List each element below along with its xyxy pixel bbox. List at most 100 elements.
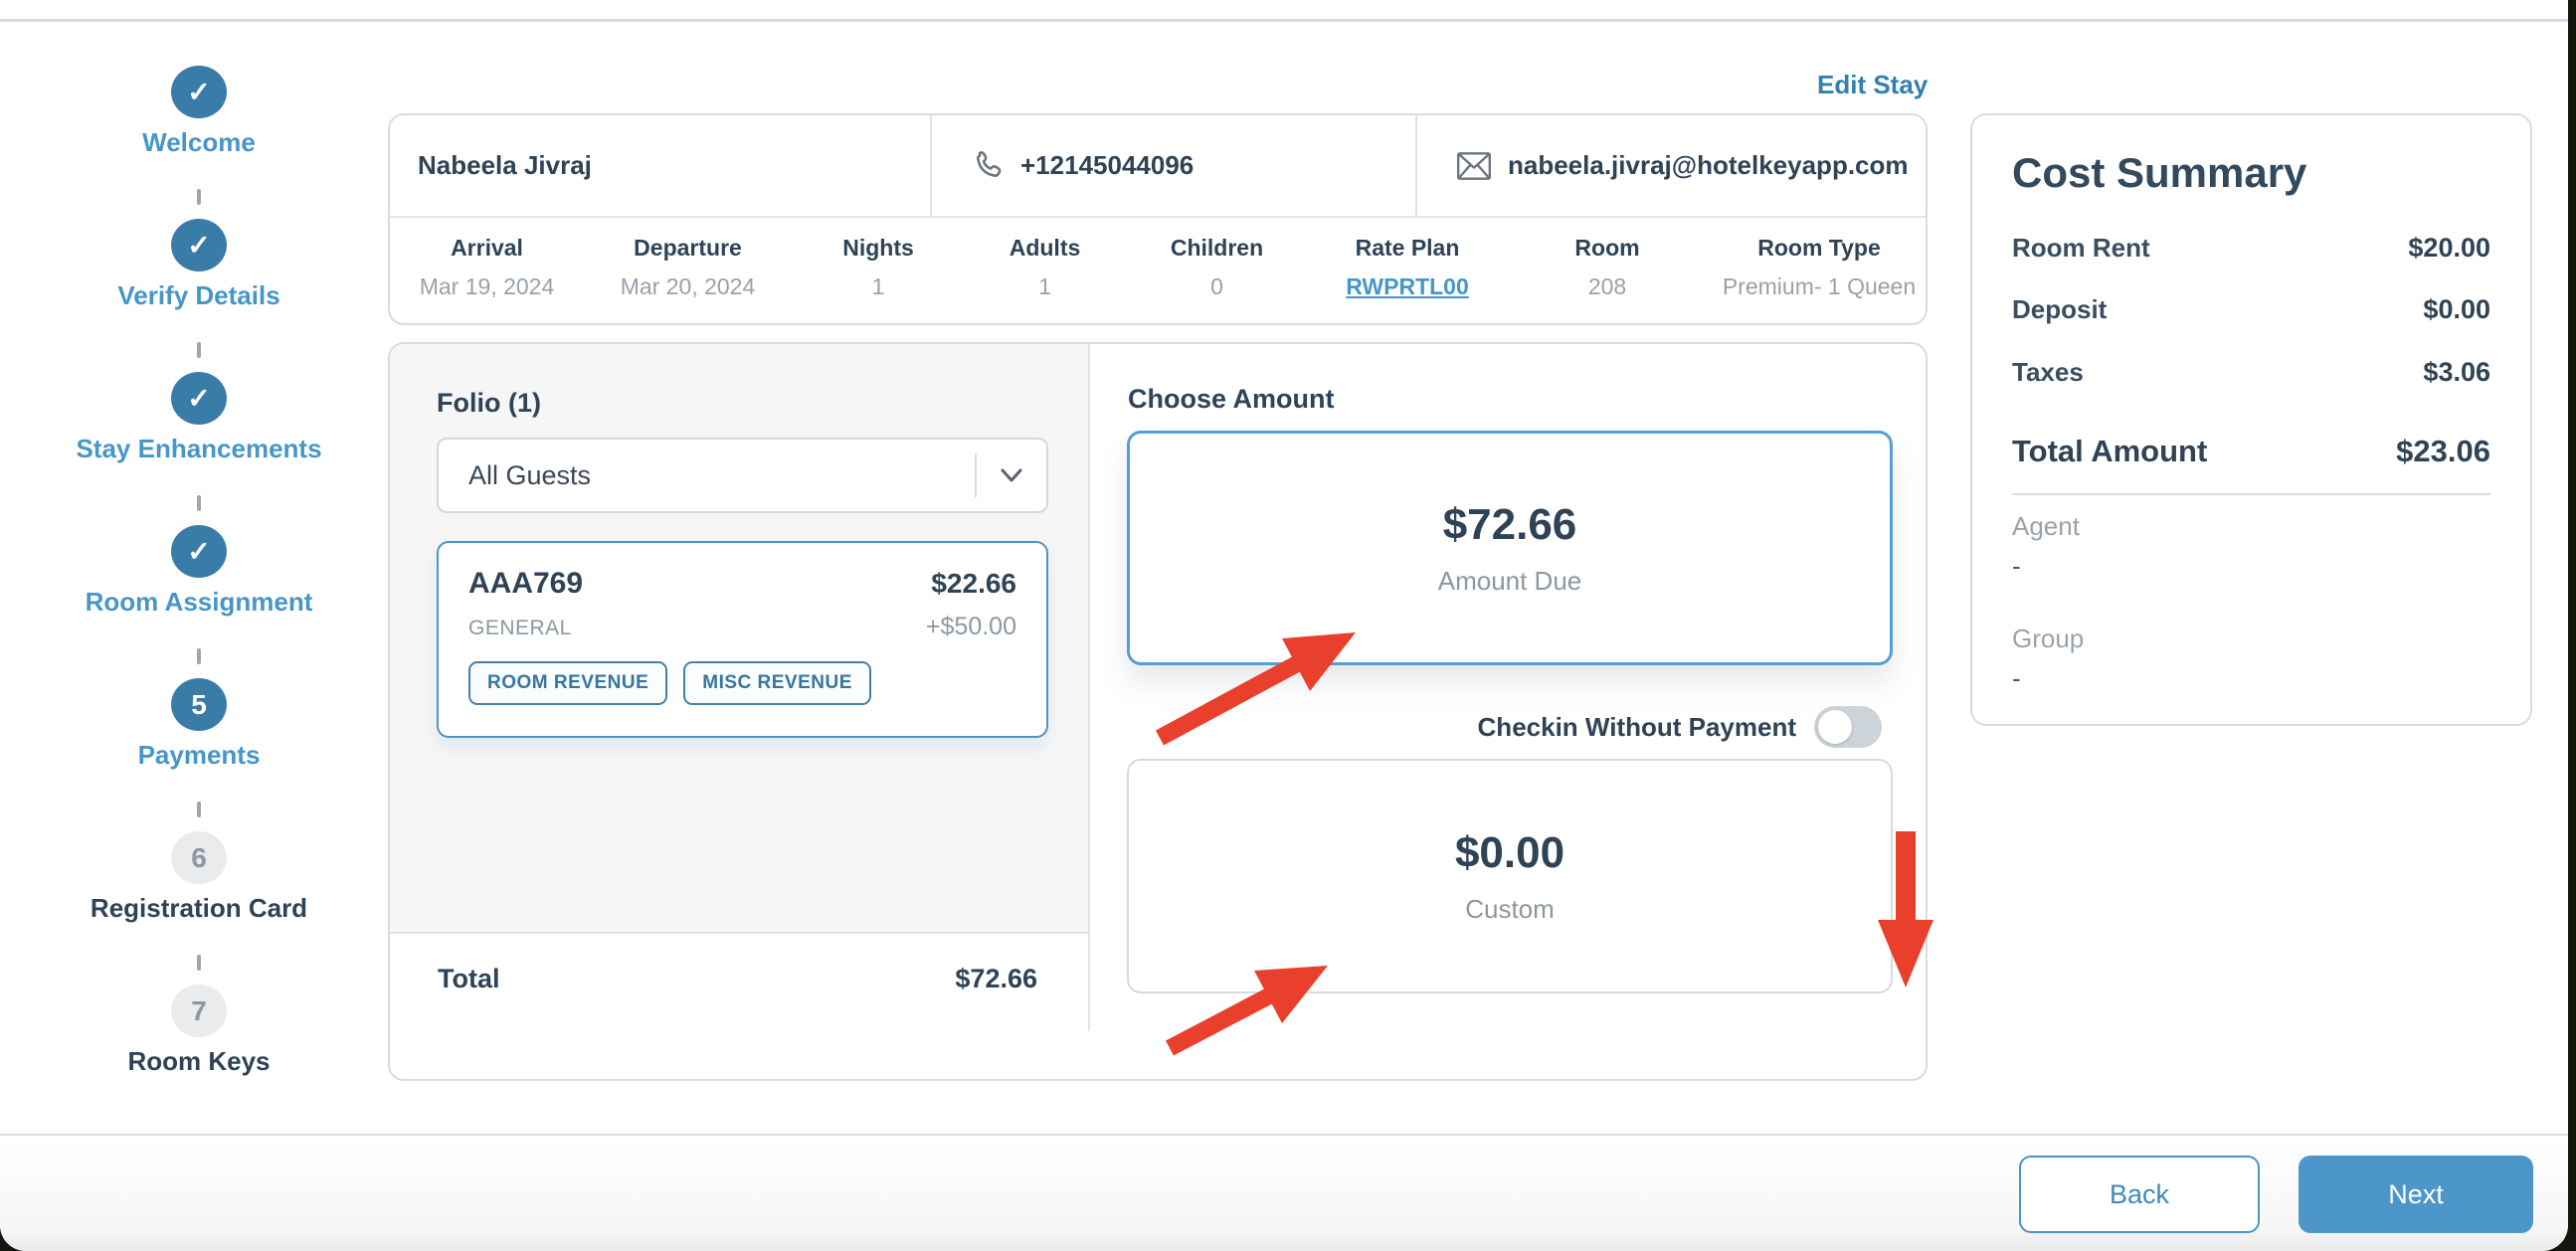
folio-extra-amount: +$50.00 bbox=[925, 613, 1016, 640]
stay-label-children: Children bbox=[1170, 235, 1264, 261]
cost-row-room-rent: Room Rent $20.00 bbox=[2012, 233, 2490, 263]
footer-bar: Back Next bbox=[0, 1134, 2568, 1251]
cost-summary-panel: Cost Summary Room Rent $20.00 Deposit $0… bbox=[1970, 113, 2532, 726]
back-button[interactable]: Back bbox=[2019, 1156, 2260, 1233]
step-label: Registration Card bbox=[90, 893, 308, 923]
folio-title: Folio (1) bbox=[437, 388, 541, 418]
choose-amount-section: Choose Amount $72.66 Amount Due Checkin … bbox=[1090, 344, 1926, 1079]
step-connector bbox=[197, 648, 201, 664]
checkin-without-payment-toggle[interactable] bbox=[1814, 706, 1882, 748]
amount-due-label: Amount Due bbox=[1437, 565, 1582, 596]
stay-label-room: Room bbox=[1574, 235, 1640, 261]
top-divider bbox=[0, 19, 2568, 22]
step-number: 5 bbox=[191, 688, 207, 720]
check-icon: ✓ bbox=[187, 535, 211, 567]
step-welcome[interactable]: ✓ Welcome bbox=[40, 66, 358, 219]
toggle-knob bbox=[1818, 710, 1852, 744]
guest-phone: +12145044096 bbox=[1020, 150, 1195, 180]
stay-value-adults: 1 bbox=[1038, 273, 1051, 299]
guest-email-section: nabeela.jivraj@hotelkeyapp.com bbox=[1415, 115, 1926, 216]
step-connector bbox=[197, 495, 201, 511]
step-active-circle: 5 bbox=[171, 678, 227, 731]
stay-value-room-type: Premium- 1 Queen bbox=[1722, 273, 1917, 299]
folio-code: AAA769 bbox=[468, 567, 584, 600]
step-verify-details[interactable]: ✓ Verify Details bbox=[40, 219, 358, 372]
rate-plan-link[interactable]: RWPRTL00 bbox=[1346, 273, 1469, 299]
check-icon: ✓ bbox=[187, 229, 211, 261]
step-stay-enhancements[interactable]: ✓ Stay Enhancements bbox=[40, 372, 358, 525]
custom-amount-card[interactable]: $0.00 Custom bbox=[1127, 759, 1893, 993]
step-number: 7 bbox=[191, 994, 207, 1026]
step-label: Room Keys bbox=[127, 1046, 271, 1076]
step-done-circle: ✓ bbox=[171, 219, 227, 271]
stay-label-departure: Departure bbox=[634, 235, 742, 261]
check-icon: ✓ bbox=[187, 382, 211, 414]
custom-amount-value: $0.00 bbox=[1454, 827, 1565, 877]
step-done-circle: ✓ bbox=[171, 372, 227, 425]
group-value: - bbox=[2012, 663, 2021, 693]
stay-value-room: 208 bbox=[1587, 273, 1627, 299]
agent-label: Agent bbox=[2012, 511, 2080, 541]
step-label: Room Assignment bbox=[85, 587, 313, 617]
guest-contact-row: Nabeela Jivraj +12145044096 nab bbox=[390, 115, 1926, 218]
guest-name: Nabeela Jivraj bbox=[418, 150, 592, 180]
stay-value-nights: 1 bbox=[871, 273, 885, 299]
step-connector bbox=[197, 802, 201, 817]
checkin-stepper: ✓ Welcome ✓ Verify Details ✓ Stay Enhanc… bbox=[40, 66, 358, 1077]
agent-value: - bbox=[2012, 551, 2021, 581]
checkin-without-payment-row: Checkin Without Payment bbox=[1478, 706, 1882, 748]
guest-phone-section: +12145044096 bbox=[930, 115, 1415, 216]
payments-panel: Folio (1) All Guests AAA769 $22.66 GENER… bbox=[388, 342, 1928, 1081]
step-number: 6 bbox=[191, 841, 207, 873]
chevron-down-icon bbox=[977, 465, 1046, 485]
room-revenue-chip[interactable]: ROOM REVENUE bbox=[468, 661, 668, 705]
step-registration-card[interactable]: 6 Registration Card bbox=[40, 831, 358, 984]
step-connector bbox=[197, 189, 201, 205]
guest-info-card: Nabeela Jivraj +12145044096 nab bbox=[388, 113, 1928, 325]
misc-revenue-chip[interactable]: MISC REVENUE bbox=[683, 661, 871, 705]
next-button[interactable]: Next bbox=[2299, 1156, 2533, 1233]
folio-amount: $22.66 bbox=[931, 568, 1016, 599]
cost-row-deposit: Deposit $0.00 bbox=[2012, 294, 2490, 324]
edit-stay-link[interactable]: Edit Stay bbox=[1817, 70, 1929, 99]
cost-summary-title: Cost Summary bbox=[2012, 149, 2307, 196]
stay-label-room-type: Room Type bbox=[1757, 235, 1881, 261]
checkin-without-payment-label: Checkin Without Payment bbox=[1477, 711, 1796, 742]
stay-value-arrival: Mar 19, 2024 bbox=[419, 273, 555, 299]
stay-value-departure: Mar 20, 2024 bbox=[620, 273, 756, 299]
stay-label-arrival: Arrival bbox=[451, 235, 523, 261]
step-payments-active[interactable]: 5 Payments bbox=[40, 678, 358, 831]
phone-icon bbox=[970, 148, 1006, 184]
folio-total-label: Total bbox=[438, 964, 500, 993]
step-done-circle: ✓ bbox=[171, 525, 227, 578]
step-label: Payments bbox=[137, 740, 261, 770]
folio-category: GENERAL bbox=[468, 617, 572, 639]
guest-email: nabeela.jivraj@hotelkeyapp.com bbox=[1508, 150, 1909, 180]
dropdown-divider bbox=[975, 453, 977, 497]
stay-label-nights: Nights bbox=[842, 235, 914, 261]
cost-summary-divider bbox=[2012, 493, 2490, 495]
step-label: Stay Enhancements bbox=[76, 434, 322, 463]
cost-row-total: Total Amount $23.06 bbox=[2012, 434, 2490, 468]
folio-item-card[interactable]: AAA769 $22.66 GENERAL +$50.00 ROOM REVEN… bbox=[437, 541, 1048, 738]
stay-label-rate-plan: Rate Plan bbox=[1355, 235, 1460, 261]
step-room-assignment[interactable]: ✓ Room Assignment bbox=[40, 525, 358, 678]
step-done-circle: ✓ bbox=[171, 66, 227, 118]
step-label: Verify Details bbox=[117, 280, 280, 310]
folio-total-value: $72.66 bbox=[955, 964, 1037, 993]
custom-amount-label: Custom bbox=[1465, 893, 1555, 924]
step-todo-circle: 7 bbox=[171, 984, 227, 1037]
step-room-keys[interactable]: 7 Room Keys bbox=[40, 984, 358, 1077]
stay-label-adults: Adults bbox=[1009, 235, 1081, 261]
folio-guest-dropdown[interactable]: All Guests bbox=[437, 438, 1048, 513]
step-todo-circle: 6 bbox=[171, 831, 227, 884]
check-icon: ✓ bbox=[187, 76, 211, 107]
folio-guest-dropdown-value: All Guests bbox=[468, 459, 592, 490]
stay-details-row: Arrival Mar 19, 2024 Departure Mar 20, 202… bbox=[390, 218, 1926, 323]
amount-due-card[interactable]: $72.66 Amount Due bbox=[1127, 431, 1893, 665]
cost-row-taxes: Taxes $3.06 bbox=[2012, 357, 2490, 387]
folio-total-row: Total $72.66 bbox=[390, 934, 1088, 994]
step-connector bbox=[197, 342, 201, 358]
amount-due-value: $72.66 bbox=[1442, 499, 1577, 549]
